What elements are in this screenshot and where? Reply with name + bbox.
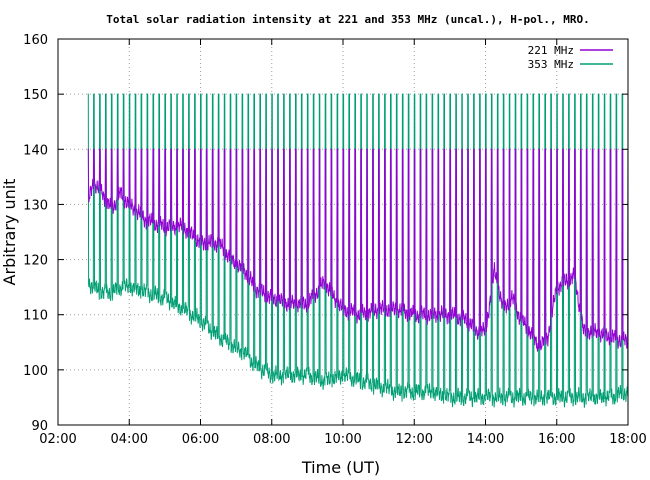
axis-ticks: 02:00 04:00 06:00 08:00 10:00 12:00 14:00 16:00… [23,33,647,447]
x-tick-label: 08:00 [253,432,290,447]
legend-label: 353 MHz [528,58,574,71]
y-tick-label: 110 [23,309,48,324]
x-tick-label: 04:00 [111,432,148,447]
chart-title: Total solar radiation intensity at 221 a… [106,13,589,26]
y-tick-label: 140 [23,143,48,158]
x-tick-label: 18:00 [609,432,646,447]
x-tick-label: 02:00 [39,432,76,447]
y-tick-label: 160 [23,33,48,48]
x-axis-label: Time (UT) [301,458,380,477]
series-line-221mhz [87,148,629,352]
y-tick-label: 90 [31,419,48,434]
y-axis-label: Arbitrary unit [0,179,19,286]
x-tick-label: 16:00 [538,432,575,447]
legend-label: 221 MHz [528,44,574,57]
x-tick-label: 14:00 [467,432,504,447]
plot-frame [57,38,629,426]
x-tick-label: 06:00 [182,432,219,447]
y-tick-label: 120 [23,254,48,269]
y-tick-label: 150 [23,88,48,103]
series-line-353mhz [87,93,629,408]
y-tick-label: 130 [23,198,48,213]
x-tick-label: 10:00 [324,432,361,447]
y-tick-label: 100 [23,364,48,379]
plot-series [87,93,629,408]
x-tick-label: 12:00 [396,432,433,447]
